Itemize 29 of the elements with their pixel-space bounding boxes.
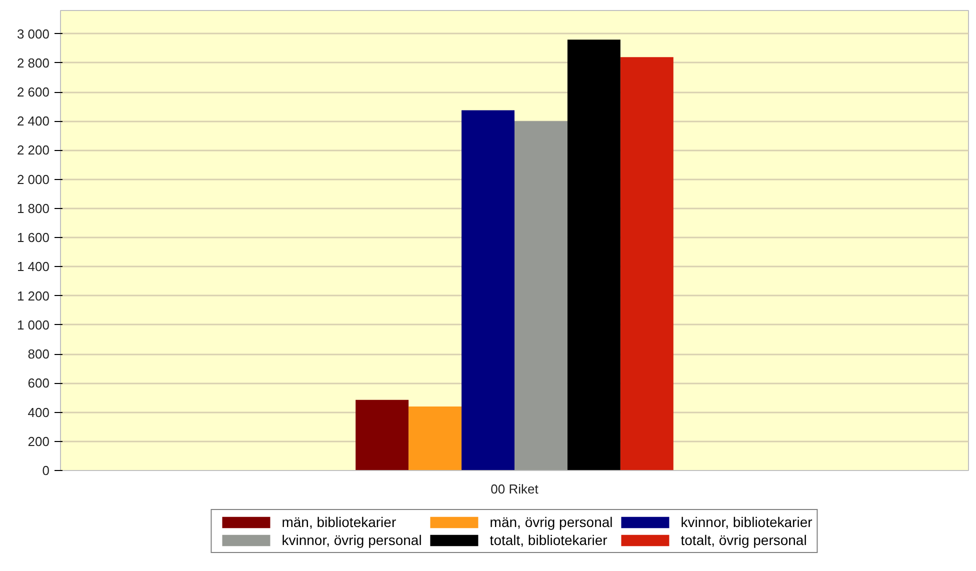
bar <box>462 110 514 470</box>
y-tick-label: 2 400 <box>16 114 50 129</box>
y-tick-label: 800 <box>28 346 50 362</box>
y-tick-label: 2 200 <box>16 142 50 158</box>
y-tick-label: 200 <box>28 434 50 449</box>
bar <box>514 121 568 470</box>
bar <box>567 40 620 470</box>
y-tick-label: 1 800 <box>16 200 50 216</box>
y-tick-label: 2 800 <box>16 55 50 70</box>
bar <box>356 400 409 470</box>
legend-label: kvinnor, bibliotekarier <box>680 514 812 530</box>
y-tick-label: 1 000 <box>16 317 50 332</box>
bar <box>408 406 462 470</box>
legend-label: män, övrig personal <box>490 514 613 530</box>
x-tick-label: 00 Riket <box>490 482 539 496</box>
legend-label: kvinnor, övrig personal <box>282 532 422 548</box>
y-tick-label: 400 <box>28 404 50 420</box>
y-tick-label: 0 <box>42 463 50 478</box>
y-tick-label: 1 200 <box>16 288 50 304</box>
bar <box>620 57 674 470</box>
y-tick-label: 1 600 <box>16 230 50 246</box>
y-tick-label: 600 <box>28 376 50 391</box>
legend-label: totalt, övrig personal <box>680 532 807 548</box>
y-tick-label: 2 600 <box>16 84 50 100</box>
legend-label: totalt, bibliotekarier <box>490 532 608 548</box>
y-tick-label: 3 000 <box>16 26 50 42</box>
legend-label: män, bibliotekarier <box>282 514 396 530</box>
y-tick-label: 1 400 <box>16 259 50 274</box>
y-tick-label: 2 000 <box>16 172 50 187</box>
